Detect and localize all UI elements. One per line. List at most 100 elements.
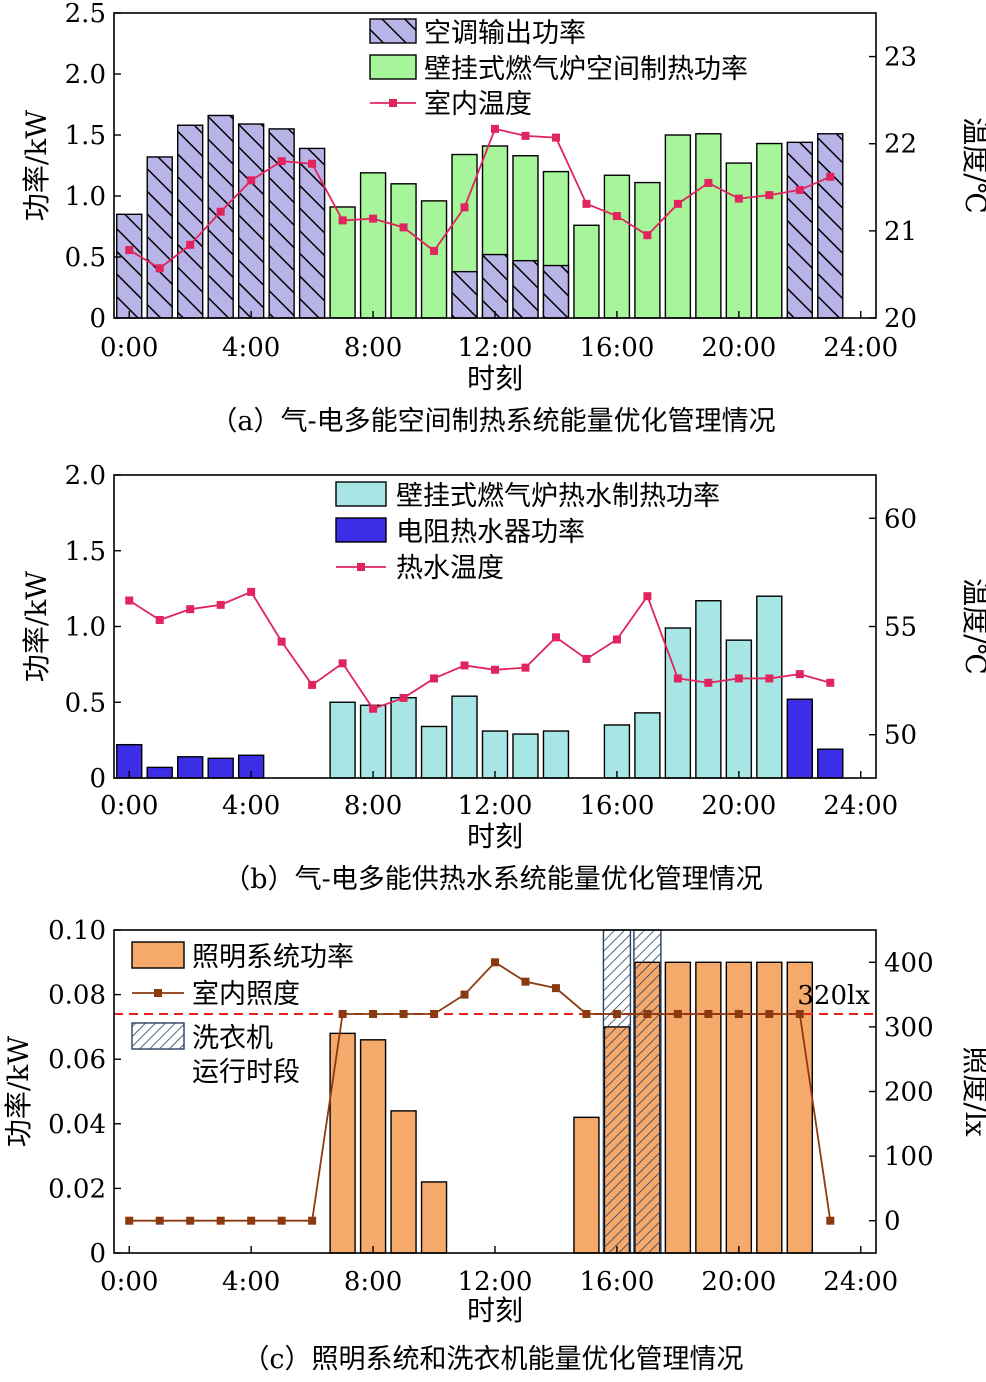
washer-span bbox=[633, 929, 662, 1254]
series-point bbox=[612, 212, 621, 221]
legend-label-washer: 洗衣机 bbox=[192, 1023, 273, 1054]
x-tick-label: 0:00 bbox=[100, 333, 158, 363]
series-point bbox=[460, 990, 469, 999]
series-point bbox=[308, 680, 317, 689]
legend-label-furnace: 壁挂式燃气炉空间制热功率 bbox=[424, 54, 748, 85]
series-point bbox=[612, 635, 621, 644]
legend-label-light: 照明系统功率 bbox=[192, 942, 354, 973]
water-furnace-bar bbox=[390, 697, 417, 779]
series-point bbox=[369, 704, 378, 713]
ac-bar bbox=[451, 270, 478, 319]
chart-panel-a: 0 0.5 1.0 1.5 2.0 2.5 20 21 22 23 0:00 4:00 8:00 12:0… bbox=[20, 0, 986, 437]
series-point bbox=[460, 661, 469, 670]
y2-axis-label: 温度/℃ bbox=[959, 578, 986, 675]
x-tick-label: 0:00 bbox=[100, 1267, 158, 1297]
series-line-c bbox=[129, 961, 832, 1222]
legend-label-temp: 室内温度 bbox=[424, 89, 532, 120]
water-furnace-bar bbox=[359, 704, 387, 779]
legend-label-ac: 空调输出功率 bbox=[424, 18, 586, 49]
series-point bbox=[734, 194, 743, 203]
y-axis-label: 功率/kW bbox=[20, 571, 53, 682]
series-point bbox=[308, 159, 317, 168]
series-line-b bbox=[128, 590, 831, 710]
furnace-bar bbox=[756, 142, 783, 319]
series-point bbox=[247, 587, 256, 596]
x-tick-label: 12:00 bbox=[458, 791, 533, 821]
series-point bbox=[612, 1009, 621, 1018]
series-point bbox=[460, 203, 469, 212]
series-point bbox=[673, 1009, 682, 1018]
series-line-a bbox=[128, 127, 831, 270]
water-furnace-bar bbox=[695, 600, 722, 779]
series-point bbox=[430, 246, 439, 255]
y-tick-label: 0.04 bbox=[48, 1110, 106, 1140]
ac-bar bbox=[116, 213, 143, 319]
series-point bbox=[338, 659, 347, 668]
light-bar bbox=[420, 1181, 448, 1254]
x-tick-label: 12:00 bbox=[458, 333, 533, 363]
series-point bbox=[369, 1009, 378, 1018]
series-point bbox=[673, 199, 682, 208]
legend-label-water-furnace: 壁挂式燃气炉热水制热功率 bbox=[396, 481, 720, 512]
light-bar bbox=[664, 961, 692, 1254]
heater-bar bbox=[177, 756, 204, 779]
y2-tick-label: 60 bbox=[884, 504, 917, 534]
water-furnace-bar bbox=[603, 724, 631, 779]
y2-tick-label: 100 bbox=[884, 1142, 934, 1172]
legend-marker-water-temp bbox=[357, 563, 365, 571]
series-point bbox=[795, 185, 804, 194]
y-tick-label: 0.02 bbox=[48, 1174, 106, 1204]
light-bar bbox=[695, 961, 722, 1254]
series-point bbox=[399, 223, 408, 232]
series-point bbox=[186, 1216, 195, 1225]
series-point bbox=[369, 214, 378, 223]
series-point bbox=[186, 240, 195, 249]
legend-swatch-light bbox=[131, 941, 185, 969]
ac-bar bbox=[786, 141, 813, 319]
series-point bbox=[247, 176, 256, 185]
furnace-bar bbox=[664, 134, 692, 319]
panel-caption: （c）照明系统和洗衣机能量优化管理情况 bbox=[242, 1344, 743, 1375]
y-tick-label: 1.0 bbox=[65, 182, 106, 212]
series-point bbox=[704, 1009, 713, 1018]
series-point bbox=[125, 596, 134, 605]
reference-label: 320lx bbox=[797, 981, 870, 1011]
legend-marker-lux bbox=[154, 989, 162, 997]
legend-swatch-furnace bbox=[369, 54, 417, 80]
ac-bar bbox=[146, 156, 173, 319]
x-axis-label: 时刻 bbox=[467, 1294, 523, 1327]
furnace-bar bbox=[634, 181, 661, 319]
y-tick-label: 0.5 bbox=[65, 243, 106, 273]
light-bar bbox=[390, 1110, 417, 1254]
chart-panel-b: 0 0.5 1.0 1.5 2.0 50 55 60 0:00 4:00 8:00 12:00 16:0… bbox=[20, 461, 986, 895]
y-tick-label: 2.0 bbox=[65, 461, 106, 491]
y2-tick-label: 50 bbox=[884, 721, 917, 751]
series-point bbox=[673, 674, 682, 683]
water-furnace-bar bbox=[664, 627, 692, 779]
furnace-bar bbox=[695, 133, 722, 319]
legend-marker-temp bbox=[389, 99, 397, 107]
series-point bbox=[551, 133, 560, 142]
y-tick-label: 1.5 bbox=[65, 121, 106, 151]
x-tick-label: 12:00 bbox=[458, 1267, 533, 1297]
series-point bbox=[551, 984, 560, 993]
x-tick-label: 20:00 bbox=[701, 333, 776, 363]
bars-b bbox=[116, 595, 844, 779]
legend-label-washer-period: 运行时段 bbox=[192, 1057, 300, 1088]
series-point bbox=[826, 172, 835, 181]
x-tick-label: 24:00 bbox=[823, 333, 898, 363]
series-point bbox=[826, 1216, 835, 1225]
legend-label-lux: 室内照度 bbox=[192, 979, 300, 1010]
series-point bbox=[795, 670, 804, 679]
y-tick-label: 1.0 bbox=[65, 613, 106, 643]
furnace-bar bbox=[390, 183, 417, 319]
legend-swatch-washer bbox=[131, 1022, 185, 1050]
series-point bbox=[125, 1216, 134, 1225]
series-point bbox=[277, 157, 286, 166]
heater-bar bbox=[817, 748, 844, 779]
chart-panel-c: 320lx 0 0.02 0.04 0.06 0.08 0.10 0 100 200 300 400 0… bbox=[2, 916, 986, 1375]
series-point bbox=[155, 264, 164, 273]
series-point bbox=[430, 674, 439, 683]
